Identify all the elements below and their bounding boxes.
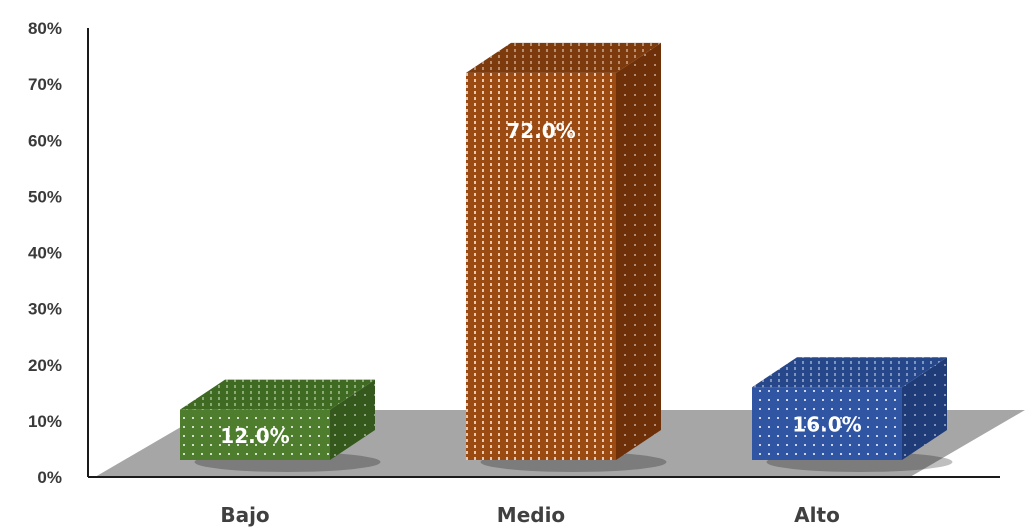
y-tick-label: 60% [28, 131, 62, 150]
bar-alto: 16.0% [752, 357, 953, 472]
bar-front-pattern [466, 72, 616, 461]
category-label: Bajo [220, 503, 269, 527]
bar-front-pattern [752, 387, 902, 460]
category-label: Medio [497, 503, 565, 527]
data-label: 72.0% [506, 119, 575, 143]
bar-front-pattern [180, 409, 330, 460]
bar-side-pattern [330, 379, 375, 460]
bar-medio: 72.0% [466, 42, 667, 472]
bar-side-pattern [616, 42, 661, 461]
y-tick-label: 30% [28, 300, 62, 319]
data-label: 12.0% [220, 424, 289, 448]
bar-top-pattern [752, 357, 947, 388]
y-tick-label: 70% [28, 75, 62, 94]
category-labels: Bajo Medio Alto [220, 503, 839, 527]
bar-side-pattern [902, 357, 947, 460]
y-tick-label: 80% [28, 19, 62, 38]
data-label: 16.0% [792, 413, 861, 437]
bar-series: 12.0% 72.0% 16.0% [180, 42, 953, 472]
y-axis-ticks: 0% 10% 20% 30% 40% 50% 60% 70% 80% [28, 19, 62, 487]
y-tick-label: 0% [37, 468, 62, 487]
y-tick-label: 20% [28, 356, 62, 375]
bar-top-pattern [180, 379, 375, 410]
bar-top-pattern [466, 42, 661, 73]
y-tick-label: 50% [28, 187, 62, 206]
y-tick-label: 10% [28, 412, 62, 431]
category-label: Alto [794, 503, 840, 527]
bar-bajo: 12.0% [180, 379, 381, 472]
y-tick-label: 40% [28, 244, 62, 263]
